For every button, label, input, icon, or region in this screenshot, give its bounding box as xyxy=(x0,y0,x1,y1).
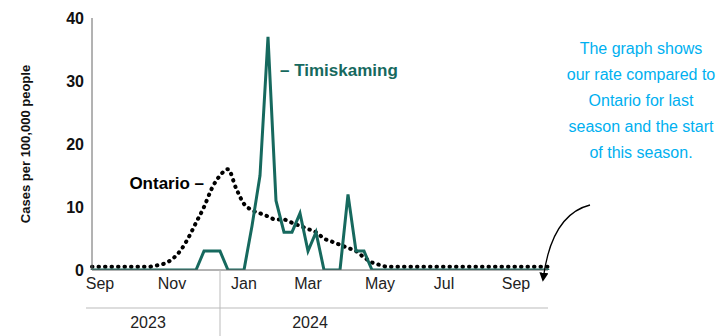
svg-text:10: 10 xyxy=(66,199,84,216)
html-text:The graph shows our rate compa: The graph shows our rate compared to Ont… xyxy=(566,40,716,161)
svg-text:Jul: Jul xyxy=(434,275,454,292)
svg-text:2023: 2023 xyxy=(130,314,166,331)
svg-text:20: 20 xyxy=(66,136,84,153)
svg-text:40: 40 xyxy=(66,10,84,27)
svg-text:Mar: Mar xyxy=(294,275,322,292)
svg-text:– Timiskaming: – Timiskaming xyxy=(280,61,398,80)
svg-text:Sep: Sep xyxy=(86,275,115,292)
svg-text:30: 30 xyxy=(66,73,84,90)
svg-text:2024: 2024 xyxy=(292,314,328,331)
svg-text:May: May xyxy=(365,275,395,292)
svg-text:Cases per 100,000 people: Cases per 100,000 people xyxy=(18,65,33,223)
svg-text:0: 0 xyxy=(75,262,84,279)
svg-text:Sep: Sep xyxy=(502,275,531,292)
svg-text:Nov: Nov xyxy=(158,275,186,292)
svg-text:Jan: Jan xyxy=(231,275,257,292)
svg-text:Ontario –: Ontario – xyxy=(129,174,204,193)
